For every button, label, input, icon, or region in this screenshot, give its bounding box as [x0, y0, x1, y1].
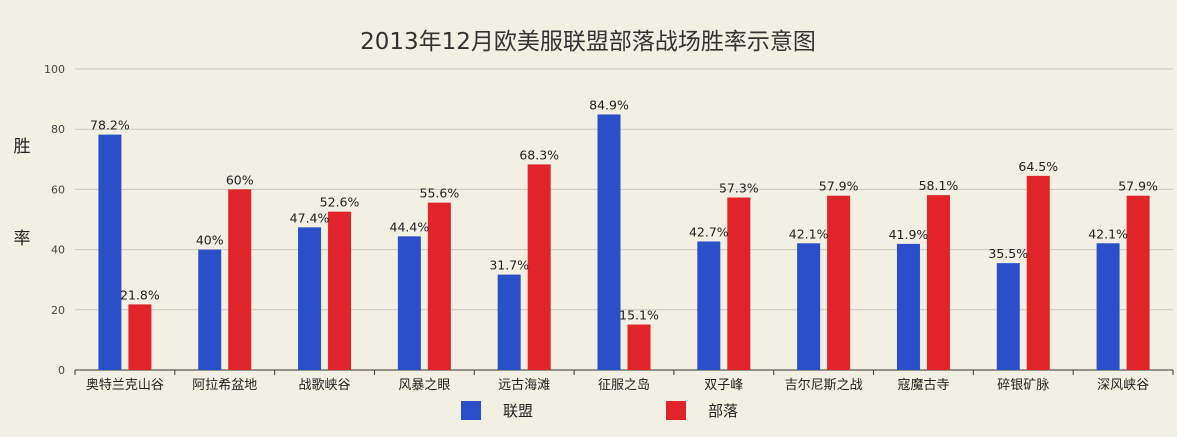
legend-label: 部落 [708, 402, 738, 420]
data-label: 42.7% [689, 224, 729, 239]
bar-horde [627, 324, 651, 370]
legend: 联盟 部落 [461, 401, 738, 420]
x-tick-label: 深风峡谷 [1097, 378, 1149, 393]
bar-horde [128, 304, 152, 370]
data-label: 21.8% [120, 287, 160, 302]
data-label: 31.7% [489, 258, 529, 273]
chart-title: 2013年12月欧美服联盟部落战场胜率示意图 [360, 29, 816, 55]
bar-alliance [298, 227, 322, 370]
data-label: 68.3% [519, 147, 559, 162]
legend-swatch [461, 401, 481, 420]
y-tick-label: 40 [51, 244, 65, 257]
data-label: 15.1% [619, 308, 659, 323]
bar-alliance [198, 249, 222, 370]
y-axis-title-char: 率 [14, 229, 31, 249]
y-tick-label: 0 [58, 364, 65, 377]
y-tick-label: 20 [51, 304, 65, 317]
legend-swatch [666, 401, 686, 420]
bar-horde [228, 189, 252, 370]
data-label: 57.9% [819, 179, 859, 194]
bar-horde [328, 211, 352, 370]
x-tick-label: 奥特兰克山谷 [86, 378, 164, 393]
data-label: 35.5% [988, 246, 1028, 261]
data-label: 44.4% [390, 219, 430, 234]
x-tick-label: 远古海滩 [498, 378, 550, 393]
x-tick-label: 征服之岛 [598, 377, 650, 393]
data-label: 47.4% [290, 210, 330, 225]
y-tick-label: 60 [51, 183, 65, 196]
bar-alliance [996, 263, 1020, 370]
bar-alliance [1096, 243, 1120, 370]
y-axis-ticks: 0 20 40 60 80 100 [44, 63, 65, 377]
bar-horde [1126, 195, 1150, 370]
bar-alliance [797, 243, 821, 370]
bar-alliance [896, 243, 920, 370]
data-label: 84.9% [589, 97, 629, 112]
data-label: 42.1% [789, 226, 829, 241]
bars [98, 114, 1150, 371]
x-tick-label: 阿拉希盆地 [192, 378, 257, 393]
bar-alliance [597, 114, 621, 371]
gridlines [75, 68, 1173, 371]
bar-horde [926, 195, 950, 370]
x-tick-label: 风暴之眼 [398, 378, 450, 393]
y-axis-title-char: 胜 [14, 137, 31, 157]
data-label: 58.1% [919, 178, 959, 193]
bar-alliance [98, 134, 122, 370]
data-label: 57.9% [1118, 179, 1158, 194]
data-label: 41.9% [889, 227, 929, 242]
data-labels: 78.2% 21.8% 40% 60% 47.4%52.6% 44.4% 55.6% 31.7… [90, 97, 1158, 322]
data-label: 78.2% [90, 118, 130, 133]
x-axis-ticks: 奥特兰克山谷 阿拉希盆地 战歌峡谷 风暴之眼 远古海滩 征服之岛 双子峰 吉尔尼斯之战 寇魔古寺… [74, 370, 1174, 393]
data-label: 40% [196, 233, 224, 248]
bar-horde [1026, 175, 1050, 370]
x-tick-label: 双子峰 [704, 378, 743, 393]
data-label: 60% [226, 172, 254, 187]
bar-alliance [697, 241, 721, 370]
x-tick-label: 寇魔古寺 [897, 377, 949, 393]
data-label: 64.5% [1018, 159, 1058, 174]
y-tick-label: 80 [51, 123, 65, 136]
data-label: 42.1% [1088, 226, 1128, 241]
data-label: 55.6% [420, 186, 460, 201]
bar-horde [527, 164, 551, 370]
bar-horde [827, 195, 851, 370]
y-axis-title: 胜率 [14, 137, 31, 249]
bar-horde [727, 197, 751, 370]
x-tick-label: 吉尔尼斯之战 [785, 378, 863, 393]
x-tick-label: 碎银矿脉 [997, 378, 1049, 393]
bar-horde [427, 202, 451, 370]
bar-alliance [497, 274, 521, 370]
x-tick-label: 战歌峡谷 [299, 378, 351, 393]
y-tick-label: 100 [44, 63, 65, 76]
data-label: 52.6% [320, 195, 360, 210]
bar-alliance [397, 236, 421, 370]
legend-label: 联盟 [503, 402, 533, 420]
data-label: 57.3% [719, 181, 759, 196]
